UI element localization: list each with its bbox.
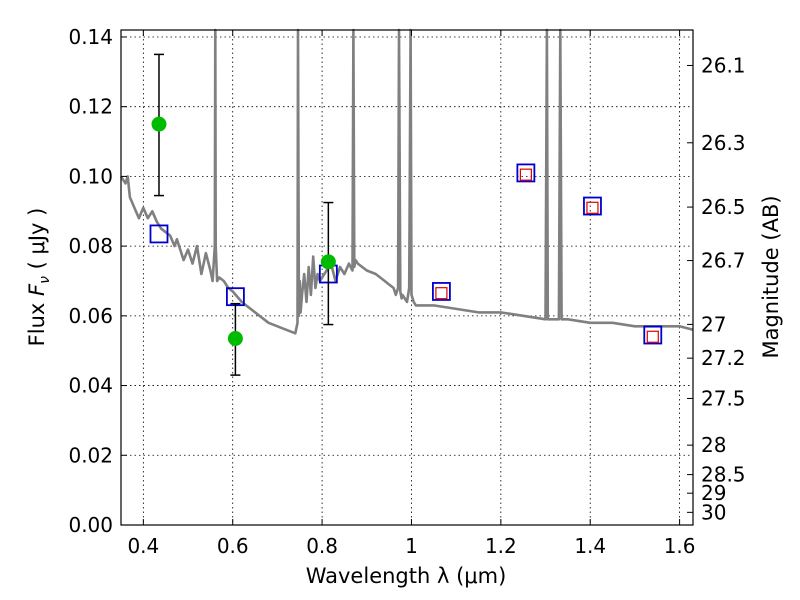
y-tick-label: 0.08	[68, 234, 113, 258]
y-label-subscript: ν	[37, 276, 53, 284]
x-tick-label: 1	[405, 534, 418, 558]
y-tick-label: 0.06	[68, 304, 113, 328]
marker-layer	[149, 53, 663, 376]
observed-flux-point	[227, 331, 243, 347]
y-tick-label: 0.02	[68, 443, 113, 467]
mag-tick-label: 27.5	[701, 386, 746, 410]
mag-tick-label: 30	[701, 500, 726, 524]
y-label-symbol: F	[25, 283, 49, 296]
spectrum-layer	[119, 28, 694, 335]
mag-tick-label: 26.3	[701, 131, 746, 155]
mag-tick-label: 26.1	[701, 53, 746, 77]
x-tick-label: 1.4	[574, 534, 606, 558]
plot-frame	[120, 29, 694, 526]
axis-ticks: 0.4 0.6 0.8 1 1.2 1.4 1.6 0.00 0.02 0.04 0.06 0.08 0…	[68, 25, 745, 558]
observed-flux-point	[151, 116, 167, 132]
grid	[121, 30, 693, 526]
y-axis-label-right: Magnitude (AB)	[759, 195, 783, 358]
y-tick-label: 0.10	[68, 164, 113, 188]
mag-tick-label: 27.2	[701, 346, 746, 370]
observed-flux-square	[586, 201, 599, 214]
x-tick-label: 0.4	[127, 534, 159, 558]
model-band-square	[432, 282, 451, 301]
observed-flux-square	[435, 287, 448, 300]
y-label-prefix: Flux	[25, 296, 49, 346]
spectrum-line	[119, 28, 694, 335]
observed-flux-point	[320, 254, 336, 270]
mag-tick-label: 29	[701, 481, 726, 505]
observed-flux-square	[646, 330, 659, 343]
model-band-square	[516, 163, 536, 183]
y-tick-label: 0.12	[68, 95, 113, 119]
y-tick-label: 0.00	[68, 513, 113, 537]
y-tick-label: 0.04	[68, 374, 113, 398]
mag-tick-label: 27	[701, 312, 726, 336]
mag-tick-label: 28	[701, 433, 726, 457]
mag-tick-label: 26.7	[701, 249, 746, 273]
x-tick-label: 0.6	[217, 534, 249, 558]
mag-tick-label: 28.5	[701, 463, 746, 487]
y-label-suffix: ( μJy )	[25, 208, 49, 276]
x-axis-label: Wavelength λ (μm)	[306, 564, 507, 588]
y-tick-label: 0.14	[68, 25, 113, 49]
x-tick-label: 1.6	[664, 534, 696, 558]
x-tick-label: 1.2	[485, 534, 517, 558]
y-axis-label-left: Flux Fν ( μJy )	[25, 208, 53, 347]
x-tick-label: 0.8	[306, 534, 338, 558]
model-band-square	[149, 224, 169, 244]
observed-flux-square	[519, 168, 532, 181]
mag-tick-label: 26.5	[701, 195, 746, 219]
model-band-square	[583, 196, 602, 216]
model-band-square	[643, 325, 663, 345]
